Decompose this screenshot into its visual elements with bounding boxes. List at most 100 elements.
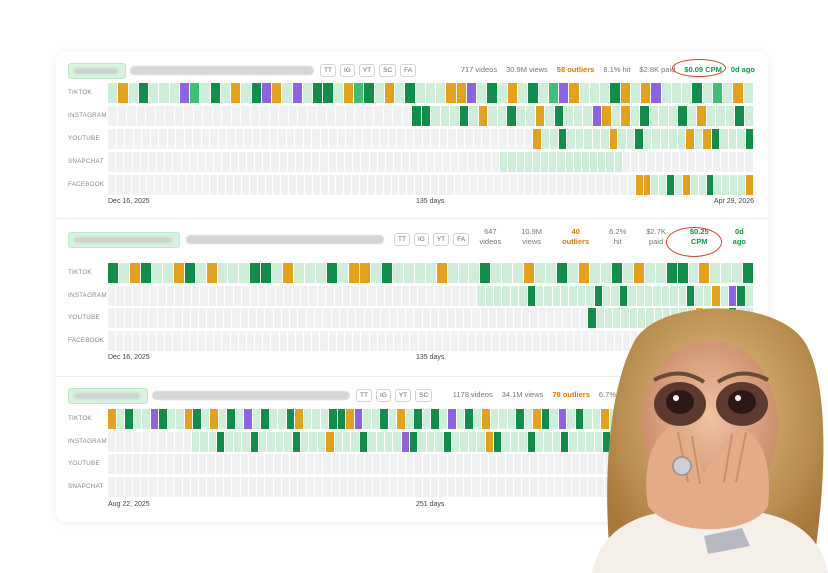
timeline-cell[interactable] xyxy=(414,129,423,149)
timeline-cell[interactable] xyxy=(140,152,149,172)
timeline-cell[interactable] xyxy=(272,263,284,283)
timeline-cell[interactable] xyxy=(464,308,473,328)
timeline-cell[interactable] xyxy=(541,152,550,172)
timeline-cell[interactable] xyxy=(141,308,150,328)
timeline-cell[interactable] xyxy=(661,286,671,306)
timeline-cell[interactable] xyxy=(455,454,465,474)
timeline-cell[interactable] xyxy=(298,106,308,126)
timeline-cell[interactable] xyxy=(579,83,590,103)
timeline-cell[interactable] xyxy=(116,331,125,351)
timeline-cell[interactable] xyxy=(728,129,737,149)
timeline-cell[interactable] xyxy=(295,331,305,351)
timeline-cell[interactable] xyxy=(491,263,503,283)
timeline-cell[interactable] xyxy=(326,286,335,306)
timeline-cell[interactable] xyxy=(201,409,210,429)
timeline-cell[interactable] xyxy=(646,308,655,328)
timeline-cell[interactable] xyxy=(174,106,184,126)
timeline-cell[interactable] xyxy=(312,331,321,351)
timeline-cell[interactable] xyxy=(225,286,234,306)
timeline-cell[interactable] xyxy=(230,331,239,351)
timeline-cell[interactable] xyxy=(743,263,755,283)
chip-sc[interactable]: SC xyxy=(379,64,397,77)
timeline-cell[interactable] xyxy=(248,454,258,474)
timeline-cell[interactable] xyxy=(249,175,258,195)
timeline-cell[interactable] xyxy=(275,432,285,452)
timeline-cell[interactable] xyxy=(406,308,415,328)
timeline-cell[interactable] xyxy=(577,286,587,306)
timeline-cell[interactable] xyxy=(108,83,119,103)
timeline-cell[interactable] xyxy=(459,106,469,126)
timeline-cell[interactable] xyxy=(241,106,251,126)
timeline-cell[interactable] xyxy=(165,454,175,474)
timeline-cell[interactable] xyxy=(339,454,349,474)
timeline-cell[interactable] xyxy=(744,106,754,126)
timeline-cell[interactable] xyxy=(712,152,721,172)
timeline-cell[interactable] xyxy=(456,409,465,429)
timeline-cell[interactable] xyxy=(381,308,390,328)
timeline-cell[interactable] xyxy=(232,454,241,474)
chip-fa[interactable]: FA xyxy=(400,64,417,77)
timeline-cell[interactable] xyxy=(315,454,324,474)
timeline-cell[interactable] xyxy=(348,263,360,283)
timeline-cell[interactable] xyxy=(287,331,296,351)
timeline-cell[interactable] xyxy=(381,263,393,283)
timeline-cell[interactable] xyxy=(353,331,362,351)
timeline-cell[interactable] xyxy=(549,175,557,195)
timeline-cell[interactable] xyxy=(138,83,149,103)
timeline-cell[interactable] xyxy=(359,263,371,283)
timeline-cell[interactable] xyxy=(552,286,562,306)
timeline-cell[interactable] xyxy=(627,175,636,195)
timeline-cell[interactable] xyxy=(215,454,224,474)
timeline-cell[interactable] xyxy=(303,409,312,429)
timeline-cell[interactable] xyxy=(405,409,414,429)
timeline-cell[interactable] xyxy=(278,409,287,429)
timeline-cell[interactable] xyxy=(373,477,382,497)
chip-ig[interactable]: IG xyxy=(339,64,355,77)
timeline-cell[interactable] xyxy=(621,106,631,126)
timeline-cell[interactable] xyxy=(282,83,293,103)
timeline-cell[interactable] xyxy=(606,152,615,172)
timeline-cell[interactable] xyxy=(304,331,313,351)
timeline-cell[interactable] xyxy=(440,106,450,126)
timeline-cell[interactable] xyxy=(519,432,528,452)
timeline-cell[interactable] xyxy=(397,477,407,497)
timeline-cell[interactable] xyxy=(434,331,444,351)
timeline-cell[interactable] xyxy=(108,409,117,429)
timeline-cell[interactable] xyxy=(546,263,558,283)
timeline-cell[interactable] xyxy=(418,331,427,351)
timeline-cell[interactable] xyxy=(580,454,589,474)
timeline-cell[interactable] xyxy=(586,286,595,306)
timeline-cell[interactable] xyxy=(422,129,431,149)
timeline-cell[interactable] xyxy=(415,83,426,103)
timeline-cell[interactable] xyxy=(513,263,525,283)
timeline-cell[interactable] xyxy=(171,175,179,195)
timeline-cell[interactable] xyxy=(478,175,486,195)
timeline-cell[interactable] xyxy=(564,175,573,195)
timeline-cell[interactable] xyxy=(451,152,460,172)
creator-name-blurred[interactable] xyxy=(68,63,126,79)
timeline-cell[interactable] xyxy=(166,286,176,306)
timeline-cell[interactable] xyxy=(184,409,193,429)
timeline-cell[interactable] xyxy=(149,308,158,328)
timeline-cell[interactable] xyxy=(558,409,567,429)
timeline-cell[interactable] xyxy=(678,106,688,126)
timeline-cell[interactable] xyxy=(384,83,395,103)
timeline-cell[interactable] xyxy=(490,129,499,149)
timeline-cell[interactable] xyxy=(443,331,452,351)
timeline-cell[interactable] xyxy=(356,454,365,474)
timeline-cell[interactable] xyxy=(316,263,328,283)
timeline-cell[interactable] xyxy=(199,477,208,497)
timeline-cell[interactable] xyxy=(497,308,506,328)
timeline-cell[interactable] xyxy=(567,129,576,149)
timeline-cell[interactable] xyxy=(580,477,589,497)
timeline-cell[interactable] xyxy=(165,152,174,172)
timeline-cell[interactable] xyxy=(190,477,200,497)
timeline-cell[interactable] xyxy=(460,286,469,306)
timeline-cell[interactable] xyxy=(190,83,201,103)
timeline-cell[interactable] xyxy=(410,152,419,172)
timeline-cell[interactable] xyxy=(422,409,431,429)
timeline-cell[interactable] xyxy=(275,286,285,306)
timeline-cell[interactable] xyxy=(248,477,258,497)
timeline-cell[interactable] xyxy=(546,308,556,328)
timeline-cell[interactable] xyxy=(233,286,243,306)
